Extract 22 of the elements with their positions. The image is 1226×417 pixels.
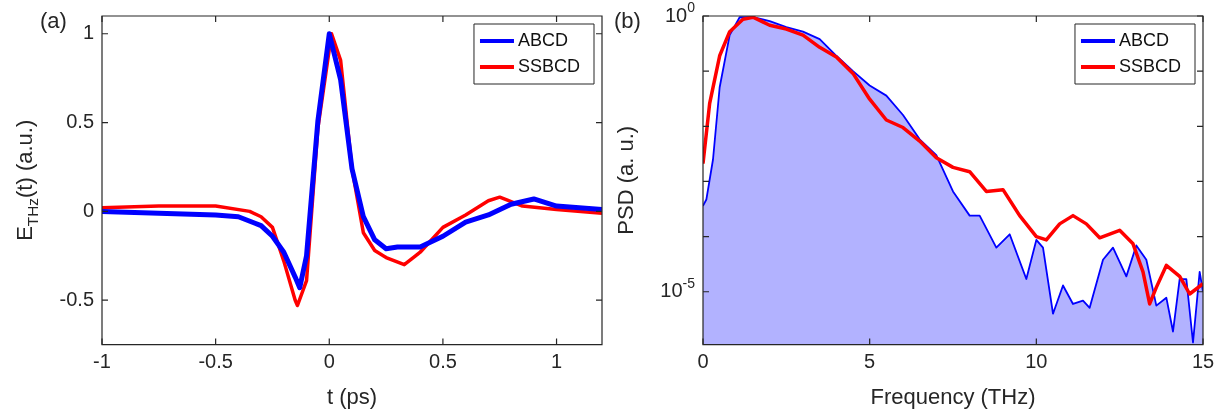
y-tick-label: 0.5 (66, 110, 95, 133)
text: (a) (40, 8, 67, 34)
x-axis-title: Frequency (THz) (870, 383, 1036, 409)
y-tick-label: 1 (82, 21, 94, 44)
x-tick-label: 1 (550, 350, 563, 373)
text: (b) (614, 8, 641, 34)
y-tick-label: 0 (82, 198, 94, 221)
x-tick-label: 0 (323, 350, 335, 373)
legend-label: SSBCD (1118, 55, 1181, 76)
legend-label: ABCD (517, 29, 568, 50)
legend-label: SSBCD (517, 55, 580, 76)
x-tick-label: -0.5 (198, 350, 233, 373)
y-axis-title: ETHz(t) (a.u.) (12, 119, 41, 241)
x-tick-label: 15 (1191, 350, 1215, 373)
x-axis-title: t (ps) (326, 383, 378, 409)
y-tick-label: -0.5 (59, 287, 95, 310)
x-tick-label: -1 (93, 350, 111, 373)
x-tick-label: 10 (1025, 350, 1048, 373)
y-axis-title: PSD (a. u.) (613, 125, 639, 235)
x-tick-label: 5 (864, 350, 876, 373)
legend-label: ABCD (1118, 29, 1169, 50)
x-tick-label: 0.5 (429, 350, 457, 373)
